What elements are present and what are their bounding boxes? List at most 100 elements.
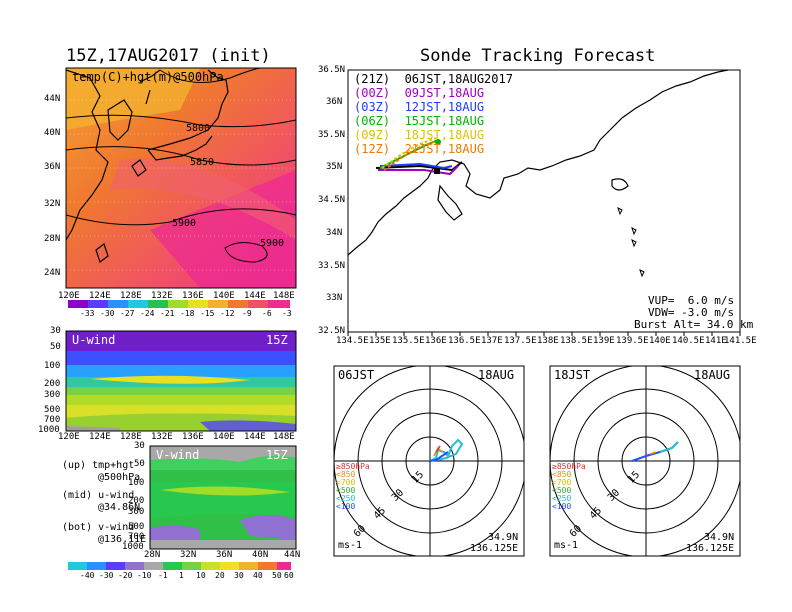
track-map xyxy=(347,69,741,336)
lon-tick: 128E xyxy=(120,291,142,301)
colorbar-tick: -33 xyxy=(80,309,95,318)
lon-tick: 144E xyxy=(244,432,266,442)
temp-height-map-frame xyxy=(65,67,297,289)
colorbar-tick: -30 xyxy=(100,309,115,318)
lon-tick: 141.5E xyxy=(724,336,757,346)
lon-tick: 148E xyxy=(273,291,295,301)
contour-label: 5800 xyxy=(186,123,211,134)
p-tick: 30 xyxy=(50,326,61,336)
contour-label: 5850 xyxy=(190,157,215,168)
hodo-legend-entry: <250 xyxy=(552,494,572,503)
colorbar-tick: -30 xyxy=(99,571,114,580)
p-tick: 30 xyxy=(134,441,145,451)
colorbar-tick: -6 xyxy=(262,309,272,318)
lat-tick: 24N xyxy=(44,268,61,278)
bot-panel-time: 15Z xyxy=(266,448,288,462)
lat-tick: 34N xyxy=(326,228,343,238)
lat-tick: 34.5N xyxy=(318,195,346,205)
lat-tick: 40N xyxy=(252,550,269,560)
left-title: 15Z,17AUG2017 (init) xyxy=(66,46,271,66)
p-tick: 100 xyxy=(44,361,61,371)
p-tick: 300 xyxy=(128,507,145,517)
colorbar-tick: 20 xyxy=(215,571,225,580)
p-tick: 200 xyxy=(44,379,61,389)
lat-tick: 36N xyxy=(216,550,233,560)
colorbar-tick: -1 xyxy=(158,571,168,580)
lon-tick: 128E xyxy=(120,432,142,442)
hodo-legend-entry: ≥850hPa xyxy=(336,462,370,471)
lat-tick: 32N xyxy=(180,550,197,560)
lat-tick: 44N xyxy=(284,550,301,560)
lon-tick: 140.5E xyxy=(672,336,705,346)
hodo2-time: 18JST xyxy=(554,368,591,382)
hodo1-time: 06JST xyxy=(338,368,375,382)
colorbar-tick: 1 xyxy=(179,571,184,580)
colorbar-tick: -12 xyxy=(220,309,235,318)
p-tick: 1000 xyxy=(122,542,144,552)
colorbar-tick: -20 xyxy=(118,571,133,580)
contour-label: 5900 xyxy=(260,238,285,249)
launch-entry: (06Z) 15JST,18AUG xyxy=(354,114,485,128)
colorbar-tick: -24 xyxy=(140,309,155,318)
mid-panel-label: U-wind xyxy=(72,333,116,347)
lat-tick: 44N xyxy=(44,94,61,104)
launch-entry: (21Z) 06JST,18AUG2017 xyxy=(354,72,513,86)
hodo1-lon: 136.125E xyxy=(470,543,519,554)
hodo-legend-entry: <100 xyxy=(552,502,572,511)
mid-panel-time: 15Z xyxy=(266,333,288,347)
hodo-legend-entry: <500 xyxy=(336,486,356,495)
lon-tick: 140E xyxy=(213,291,235,301)
lat-tick: 32N xyxy=(44,199,61,209)
lat-tick: 35N xyxy=(326,162,343,172)
lon-tick: 137E xyxy=(481,336,503,346)
lat-tick: 33N xyxy=(326,293,343,303)
lat-tick: 36N xyxy=(326,97,343,107)
param-line: VUP= 6.0 m/s xyxy=(648,294,735,307)
lat-tick: 36N xyxy=(44,162,61,172)
lon-tick: 139.5E xyxy=(616,336,649,346)
colorbar-tick: -3 xyxy=(282,309,292,318)
lon-tick: 132E xyxy=(151,291,173,301)
lat-tick: 33.5N xyxy=(318,261,346,271)
launch-entry: (00Z) 09JST,18AUG xyxy=(354,86,485,100)
colorbar-tick: 60 xyxy=(284,571,294,580)
hodo-legend-entry: ≥850hPa xyxy=(552,462,586,471)
hodo-legend-entry: <850 xyxy=(552,470,572,479)
hodo-legend-entry: <850 xyxy=(336,470,356,479)
lon-tick: 144E xyxy=(244,291,266,301)
lon-tick: 140E xyxy=(213,432,235,442)
param-line: VDW= -3.0 m/s xyxy=(648,306,735,319)
u-wind-section xyxy=(66,331,296,431)
p-tick: 200 xyxy=(128,496,145,506)
colorbar-tick: -18 xyxy=(180,309,195,318)
colorbar-tick: -9 xyxy=(242,309,252,318)
lat-tick: 35.5N xyxy=(318,130,346,140)
lat-tick: 28N xyxy=(44,234,61,244)
top-panel-label: temp(C)+hgt(m)@500hPa xyxy=(72,70,224,84)
legend-line: @500hPa xyxy=(98,472,141,483)
hodo-legend-entry: <500 xyxy=(552,486,572,495)
legend-line: (mid) u-wind xyxy=(62,490,135,501)
hodograph-18jst xyxy=(549,365,741,557)
hodo2-lon: 136.125E xyxy=(686,543,735,554)
colorbar-tick: -10 xyxy=(137,571,152,580)
hodo-legend-entry: <700 xyxy=(552,478,572,487)
colorbar-tick: -40 xyxy=(80,571,95,580)
lon-tick: 136E xyxy=(425,336,447,346)
v-wind-frame xyxy=(149,445,297,550)
bot-panel-label: V-wind xyxy=(156,448,200,462)
lon-tick: 139E xyxy=(593,336,615,346)
lat-tick: 28N xyxy=(144,550,161,560)
lon-tick: 135E xyxy=(369,336,391,346)
lon-tick: 120E xyxy=(58,291,80,301)
lon-tick: 136.5E xyxy=(448,336,481,346)
colorbar-tick: 10 xyxy=(196,571,206,580)
v-wind-section xyxy=(150,446,296,549)
lat-tick: 36.5N xyxy=(318,65,346,75)
colorbar-tick: 30 xyxy=(234,571,244,580)
launch-entry: (12Z) 21JST,18AUG xyxy=(354,142,485,156)
lon-tick: 124E xyxy=(89,432,111,442)
lon-tick: 132E xyxy=(151,432,173,442)
p-tick: 500 xyxy=(128,522,145,532)
